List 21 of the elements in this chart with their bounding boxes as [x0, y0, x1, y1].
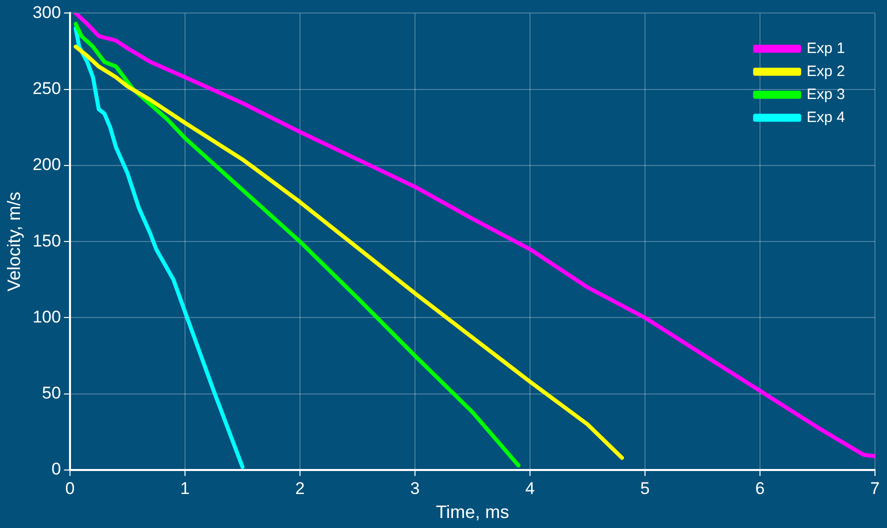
legend-label: Exp 4: [806, 108, 845, 126]
y-tick-label: 200: [32, 155, 61, 174]
y-tick-label: 0: [51, 460, 61, 479]
y-tick-label: 50: [42, 384, 61, 403]
x-axis-title: Time, ms: [436, 502, 510, 522]
legend-label: Exp 2: [806, 62, 845, 80]
y-tick-label: 250: [32, 79, 61, 98]
x-tick-label: 5: [640, 478, 650, 498]
x-tick-label: 2: [295, 478, 305, 498]
x-tick-label: 7: [870, 478, 880, 498]
x-tick-label: 0: [65, 478, 75, 498]
x-tick-label: 6: [755, 478, 765, 498]
legend-label: Exp 3: [806, 86, 845, 103]
y-tick-label: 300: [32, 2, 61, 22]
legend-label: Exp 1: [806, 40, 845, 57]
y-tick-label: 100: [32, 307, 61, 326]
x-tick-label: 4: [525, 478, 535, 498]
x-tick-label: 1: [180, 478, 190, 498]
x-tick-label: 3: [410, 478, 420, 498]
y-axis-title: Velocity, m/s: [4, 192, 24, 292]
y-tick-label: 150: [32, 231, 61, 250]
